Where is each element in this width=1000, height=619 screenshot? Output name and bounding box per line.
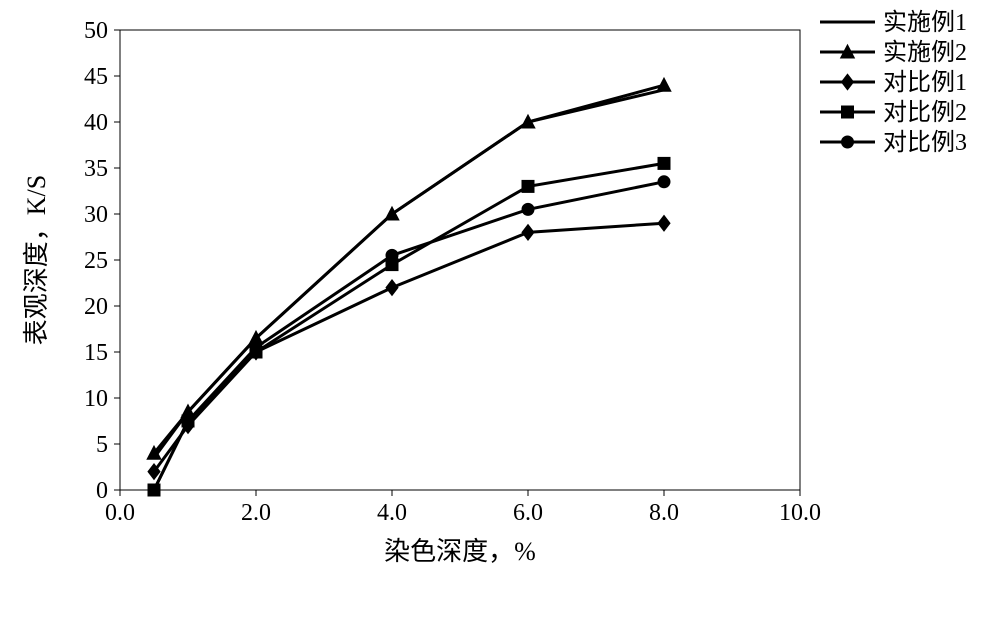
marker-square (522, 180, 534, 192)
x-tick-label: 0.0 (105, 500, 135, 526)
y-tick-label: 5 (96, 432, 108, 458)
marker-circle (842, 136, 854, 148)
chart-bg (0, 0, 1000, 619)
x-tick-label: 2.0 (241, 500, 271, 526)
x-tick-label: 8.0 (649, 500, 679, 526)
marker-square (842, 106, 854, 118)
y-tick-label: 45 (84, 64, 108, 90)
x-tick-label: 10.0 (779, 500, 821, 526)
marker-circle (658, 176, 670, 188)
chart-container: 051015202530354045500.02.04.06.08.010.0染… (0, 0, 1000, 619)
x-axis-title: 染色深度，% (384, 537, 536, 566)
legend-label: 对比例1 (883, 69, 967, 96)
y-axis-title: 表观深度，K/S (22, 175, 51, 345)
marker-square (658, 157, 670, 169)
x-tick-label: 6.0 (513, 500, 543, 526)
y-tick-label: 40 (84, 110, 108, 136)
marker-circle (386, 249, 398, 261)
legend-label: 对比例2 (883, 99, 967, 126)
y-tick-label: 20 (84, 294, 108, 320)
y-tick-label: 10 (84, 386, 108, 412)
line-chart: 051015202530354045500.02.04.06.08.010.0染… (0, 0, 1000, 619)
legend-label: 实施例2 (883, 39, 967, 66)
legend-label: 实施例1 (883, 9, 967, 36)
x-tick-label: 4.0 (377, 500, 407, 526)
y-tick-label: 35 (84, 156, 108, 182)
legend-label: 对比例3 (883, 129, 967, 156)
y-tick-label: 30 (84, 202, 108, 228)
marker-circle (250, 341, 262, 353)
y-tick-label: 50 (84, 18, 108, 44)
marker-circle (522, 203, 534, 215)
y-tick-label: 25 (84, 248, 108, 274)
y-tick-label: 15 (84, 340, 108, 366)
marker-circle (148, 484, 160, 496)
marker-circle (182, 415, 194, 427)
